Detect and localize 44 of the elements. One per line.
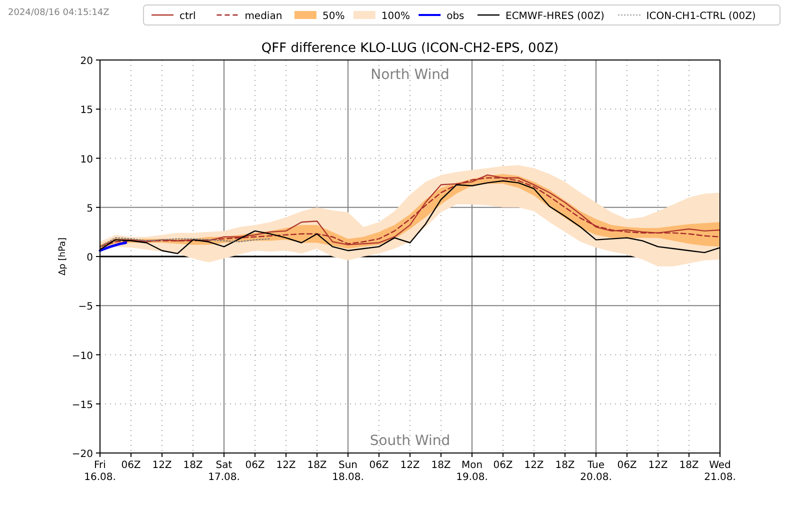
x-tick-label: 18Z — [431, 460, 451, 471]
y-tick-label: −20 — [72, 449, 93, 460]
y-axis-title: Δp [hPa] — [58, 238, 68, 276]
x-tick-label: 06Z — [121, 460, 141, 471]
x-tick-label: 12Z — [152, 460, 172, 471]
x-tick-label: Fri 16.08. — [84, 460, 116, 483]
y-tick-label: −10 — [72, 350, 93, 362]
legend-label: ICON-CH1-CTRL (00Z) — [646, 11, 756, 22]
y-tick-label: 10 — [80, 154, 93, 166]
x-tick-label: 18Z — [555, 460, 575, 471]
x-tick-label: 06Z — [245, 460, 265, 471]
y-tick-label: −15 — [72, 400, 93, 411]
x-tick-label: 06Z — [493, 460, 513, 471]
legend-label: ctrl — [180, 11, 196, 22]
y-tick-label: 20 — [80, 56, 93, 67]
legend-label: median — [244, 11, 282, 22]
x-tick-label: 18Z — [307, 460, 327, 471]
y-tick-label: 15 — [80, 105, 93, 116]
x-tick-label: 18Z — [679, 460, 699, 471]
line-series — [98, 241, 128, 252]
x-tick-label: 12Z — [648, 460, 668, 471]
x-tick-label: 18Z — [183, 460, 203, 471]
y-tick-label: −5 — [78, 302, 93, 313]
y-tick-label: 0 — [86, 252, 93, 264]
x-tick-label: 06Z — [617, 460, 637, 471]
x-tick-label: Sat 17.08. — [208, 460, 240, 483]
x-tick-label: Mon 19.08. — [456, 460, 488, 483]
x-tick-label: Sun 18.08. — [332, 460, 364, 483]
line-series — [99, 237, 272, 248]
x-tick-label: Wed 21.08. — [704, 460, 736, 483]
x-tick-label: Tue 20.08. — [580, 460, 612, 483]
x-tick-label: 12Z — [524, 460, 544, 471]
x-tick-label: 12Z — [276, 460, 296, 471]
x-tick-label: 06Z — [369, 460, 389, 471]
legend-label: obs — [446, 11, 464, 22]
legend-label: ECMWF-HRES (00Z) — [506, 11, 604, 22]
legend-label: 100% — [381, 11, 410, 22]
x-tick-label: 12Z — [400, 460, 420, 471]
legend-label: 50% — [322, 11, 345, 22]
y-tick-label: 5 — [86, 203, 93, 214]
annotation: South Wind — [370, 433, 450, 449]
annotation: North Wind — [370, 67, 450, 83]
chart-title: QFF difference KLO-LUG (ICON-CH2-EPS, 00Z) — [261, 41, 559, 56]
text: 2024/08/16 04:15:14Z — [8, 8, 110, 18]
